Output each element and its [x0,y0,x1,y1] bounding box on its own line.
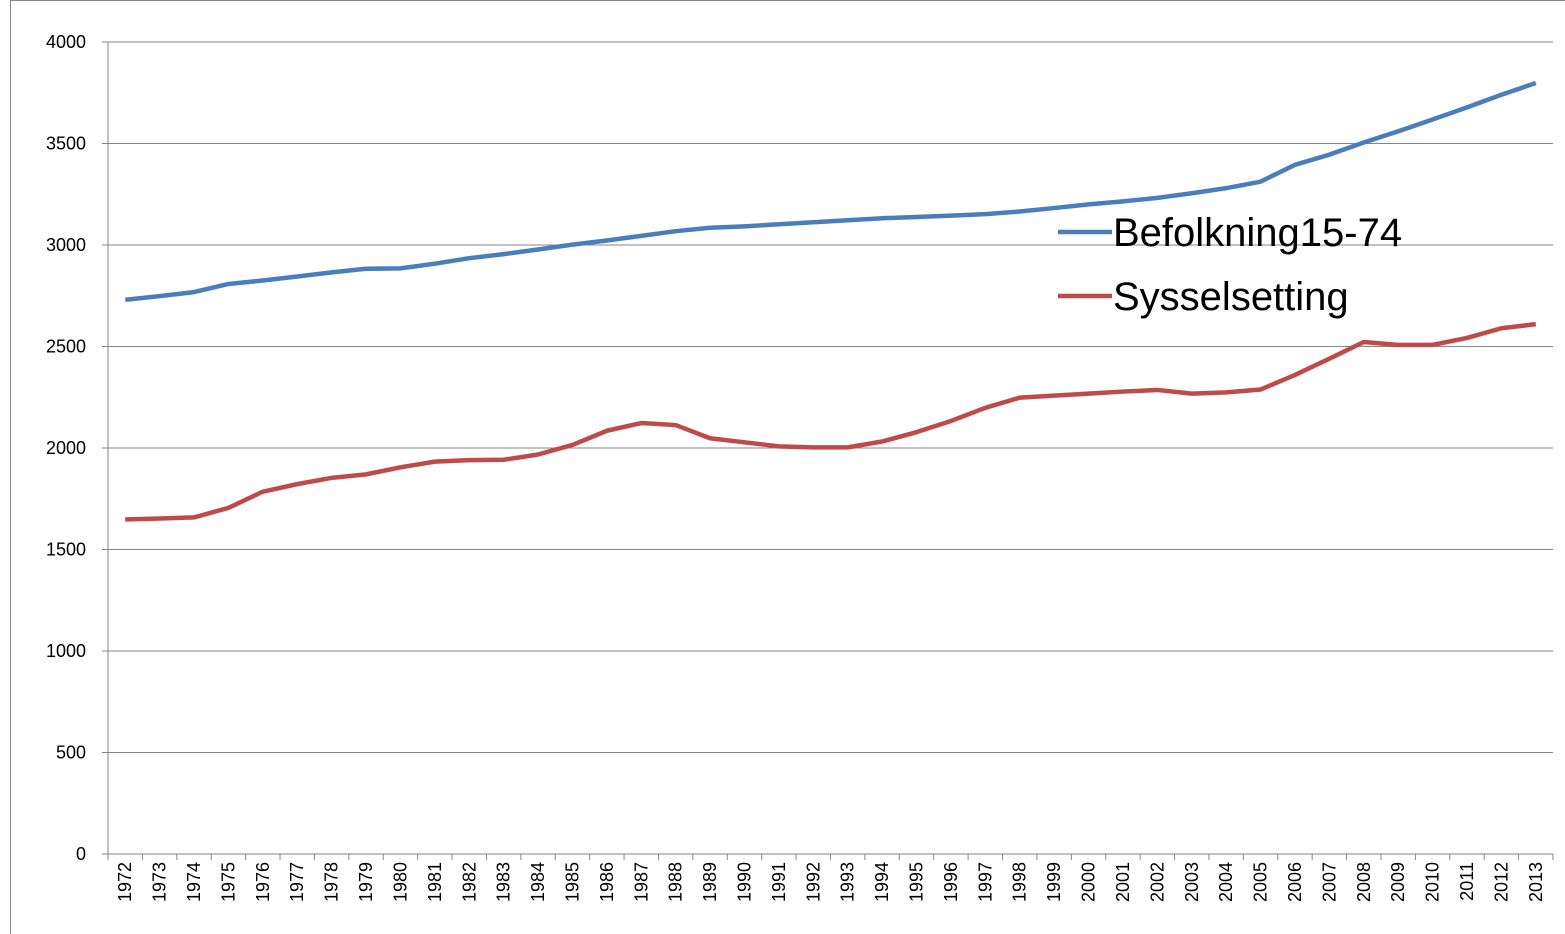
x-tick-label: 1997 [975,862,995,902]
series-line [124,80,1537,303]
legend-label: Befolkning15-74 [1113,211,1402,255]
x-tick-label: 1980 [390,862,410,902]
x-tick-label: 1993 [838,862,858,902]
x-tick-label: 2007 [1319,862,1339,902]
x-tick-label: 1985 [562,862,582,902]
x-tick-label: 2000 [1079,862,1099,902]
x-tick-label: 1988 [666,862,686,902]
x-tick-label: 1994 [872,862,892,902]
x-tick-label: 2004 [1216,862,1236,902]
x-tick-label: 1984 [528,862,548,902]
x-tick-label: 2002 [1147,862,1167,902]
x-tick-label: 2003 [1182,862,1202,902]
x-tick-label: 1995 [907,862,927,902]
x-tick-label: 1998 [1010,862,1030,902]
x-tick-label: 1987 [631,862,651,902]
y-tick-label: 3500 [46,134,86,154]
y-tick-label: 4000 [46,32,86,52]
x-tick-label: 1991 [769,862,789,902]
x-tick-label: 1972 [115,862,135,902]
y-tick-label: 500 [56,743,86,763]
x-tick-label: 1999 [1044,862,1064,902]
x-tick-label: 2008 [1354,862,1374,902]
x-tick-label: 2013 [1526,862,1546,902]
x-tick-label: 1976 [253,862,273,902]
x-tick-label: 2012 [1491,862,1511,902]
x-tick-label: 2001 [1113,862,1133,902]
x-tick-label: 2011 [1457,862,1477,901]
y-tick-label: 1000 [46,641,86,661]
x-tick-label: 1981 [425,862,445,902]
x-tick-label: 2006 [1285,862,1305,902]
legend-label: Sysselsetting [1113,275,1349,319]
x-tick-label: 1982 [459,862,479,902]
x-tick-label: 1978 [322,862,342,902]
y-tick-label: 1500 [46,540,86,560]
x-tick-label: 2009 [1388,862,1408,902]
x-tick-label: 1979 [356,862,376,902]
x-tick-label: 1974 [184,862,204,902]
y-tick-label: 0 [76,844,86,864]
x-tick-label: 1992 [803,862,823,902]
x-tick-label: 1977 [287,862,307,902]
y-tick-label: 2500 [46,337,86,357]
x-tick-label: 1975 [218,862,238,902]
x-tick-label: 2005 [1251,862,1271,902]
x-tick-label: 2010 [1423,862,1443,902]
y-tick-label: 3000 [46,235,86,255]
y-tick-label: 2000 [46,438,86,458]
x-tick-label: 1996 [941,862,961,902]
x-tick-label: 1990 [734,862,754,902]
x-tick-label: 1983 [494,862,514,902]
x-tick-label: 1973 [150,862,170,902]
x-tick-label: 1989 [700,862,720,902]
chart-border [10,0,1565,934]
x-tick-label: 1986 [597,862,617,902]
series-line [125,321,1537,522]
